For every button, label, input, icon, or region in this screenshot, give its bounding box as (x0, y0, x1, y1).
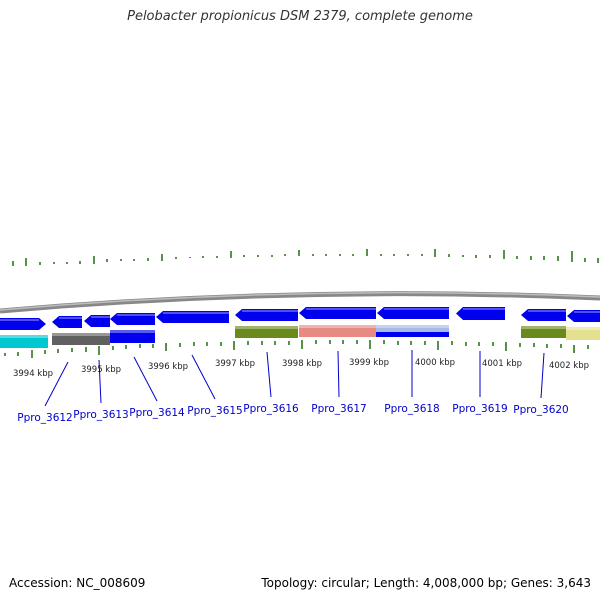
gene-label: Ppro_3614 (129, 407, 185, 419)
scale-label: 4001 kbp (482, 359, 522, 369)
gene-arrow (377, 307, 449, 319)
scale-label: 3995 kbp (81, 365, 121, 375)
feature-block-shine (235, 326, 298, 329)
feature-block (0, 335, 48, 348)
gene-label: Ppro_3615 (187, 405, 242, 417)
feature-block-shine (110, 330, 155, 333)
scale-label: 4000 kbp (415, 358, 455, 368)
gene-arrow (235, 309, 298, 321)
gene-arrow (0, 318, 46, 330)
gene-arrow (456, 307, 505, 320)
gene-labels: Ppro_3612 Ppro_3613 Ppro_3614 Ppro_3615 Ppro… (17, 350, 569, 424)
feature-block-shine (52, 333, 110, 336)
scale-label: 3997 kbp (215, 359, 255, 369)
gene-leader-line (540, 352, 545, 399)
scale-label: 3996 kbp (148, 362, 188, 372)
feature-block-shine (299, 325, 376, 328)
feature-block (521, 326, 566, 338)
scale-label: 4002 kbp (549, 361, 589, 371)
gene-label: Ppro_3620 (513, 404, 568, 416)
feature-block (110, 330, 155, 343)
gene-arrow (567, 310, 600, 322)
feature-block-overlay (376, 332, 449, 337)
gene-track (0, 307, 600, 330)
genome-backbone (0, 291, 600, 314)
gene-label: Ppro_3612 (17, 412, 72, 424)
scale-label: 3994 kbp (13, 369, 53, 379)
gene-arrow (110, 313, 155, 325)
scale-labels: 3994 kbp 3995 kbp 3996 kbp 3997 kbp 3998 kbp… (13, 358, 589, 379)
genome-summary: Topology: circular; Length: 4,008,000 bp… (261, 576, 591, 590)
genome-backbone-highlight (0, 291, 600, 311)
gene-arrow (299, 307, 376, 319)
gene-label: Ppro_3617 (311, 403, 366, 415)
feature-block (566, 327, 600, 340)
gene-label: Ppro_3619 (452, 403, 507, 415)
gene-arrow (156, 311, 229, 323)
feature-block (52, 333, 110, 345)
feature-block-shine (376, 325, 449, 328)
gene-leader-line (266, 351, 272, 398)
gene-leader-line (44, 361, 69, 407)
gene-leader-line (98, 359, 102, 404)
gene-label: Ppro_3613 (73, 409, 128, 421)
position-ticks (4, 340, 589, 358)
accession-text: Accession: NC_008609 (9, 576, 146, 590)
feature-block (299, 325, 376, 337)
gene-leader-line (191, 354, 216, 400)
scale-label: 3999 kbp (349, 358, 389, 368)
feature-block-shine (566, 327, 600, 330)
feature-block (235, 326, 298, 338)
gene-leader-line (133, 356, 158, 402)
feature-block-shine (0, 335, 48, 338)
feature-block-shine (521, 326, 566, 329)
scale-label: 3998 kbp (282, 359, 322, 369)
gene-label: Ppro_3618 (384, 403, 439, 415)
gc-skew-ticks (12, 249, 599, 266)
feature-track (0, 325, 600, 348)
map-title: Pelobacter propionicus DSM 2379, complet… (127, 9, 473, 24)
gene-leader-line (337, 350, 340, 398)
gene-label: Ppro_3616 (243, 403, 299, 415)
gene-arrow (84, 315, 110, 327)
gene-arrow (52, 316, 82, 328)
gene-arrow (521, 309, 566, 321)
